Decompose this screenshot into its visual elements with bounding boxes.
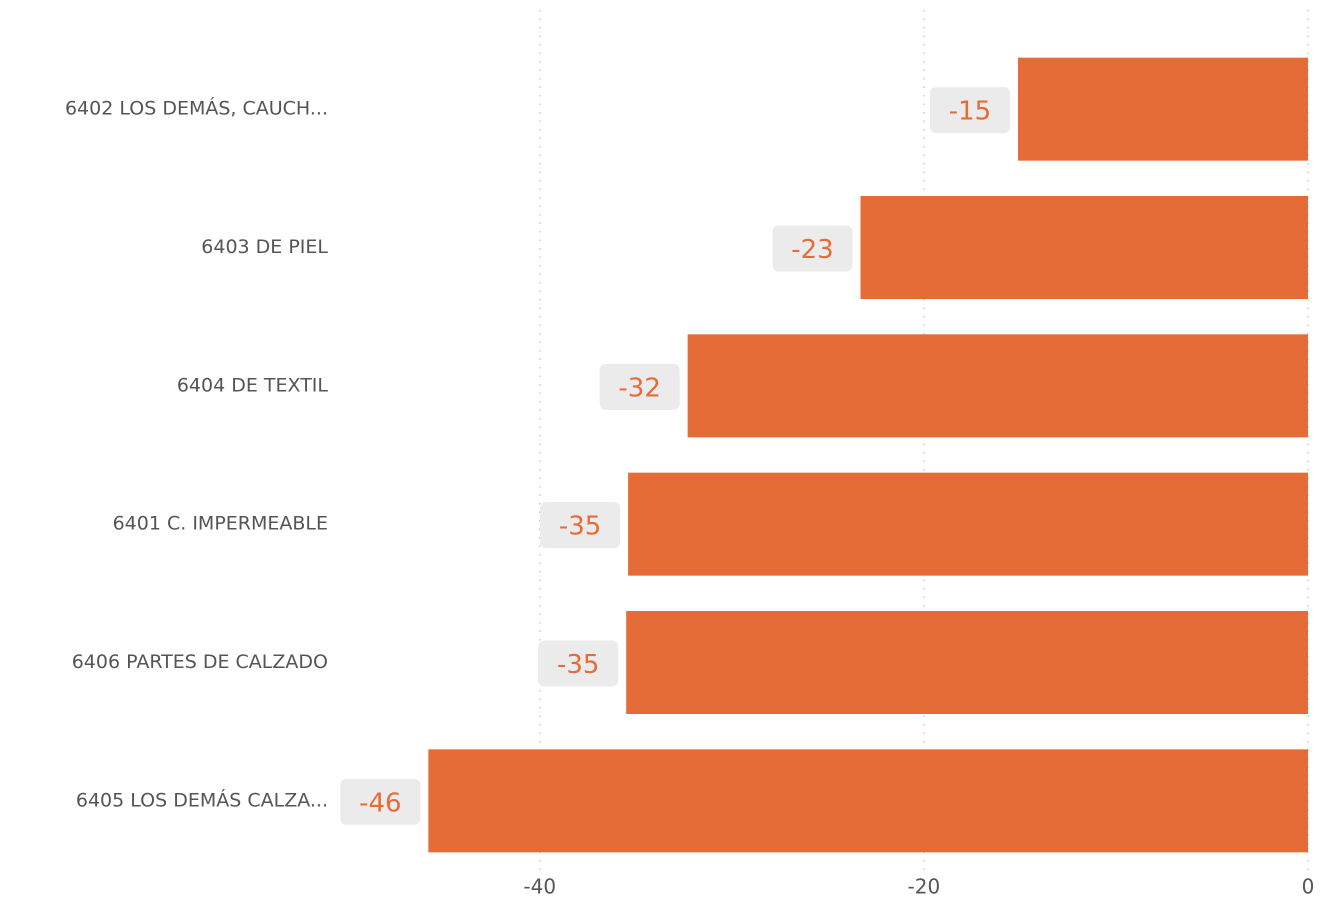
value-label: -32 (618, 373, 660, 403)
value-label-box (540, 502, 621, 549)
bar (860, 196, 1308, 299)
bar (687, 334, 1308, 438)
value-label-box (772, 225, 853, 272)
y-tick-label: 6402 LOS DEMÁS, CAUCH... (65, 97, 328, 120)
y-tick-label: 6406 PARTES DE CALZADO (72, 651, 328, 673)
value-label: -15 (949, 97, 991, 127)
value-label: -46 (359, 788, 401, 818)
value-label-box (340, 778, 421, 825)
x-tick-label: -20 (908, 875, 941, 899)
bar (626, 611, 1308, 714)
y-tick-label: 6401 C. IMPERMEABLE (113, 513, 328, 535)
value-label-box (538, 640, 619, 687)
x-tick-label: 0 (1302, 875, 1315, 899)
value-label: -23 (791, 235, 833, 265)
y-tick-label: 6405 LOS DEMÁS CALZA... (76, 788, 328, 811)
bar (628, 472, 1308, 576)
value-label: -35 (557, 650, 599, 680)
y-tick-label: 6403 DE PIEL (201, 236, 328, 258)
value-label: -35 (559, 512, 601, 542)
value-label-box (929, 87, 1010, 134)
y-tick-label: 6404 DE TEXTIL (177, 374, 329, 396)
bar (1017, 57, 1308, 161)
x-tick-label: -40 (523, 875, 556, 899)
bar (428, 749, 1308, 853)
value-label-box (599, 363, 680, 410)
